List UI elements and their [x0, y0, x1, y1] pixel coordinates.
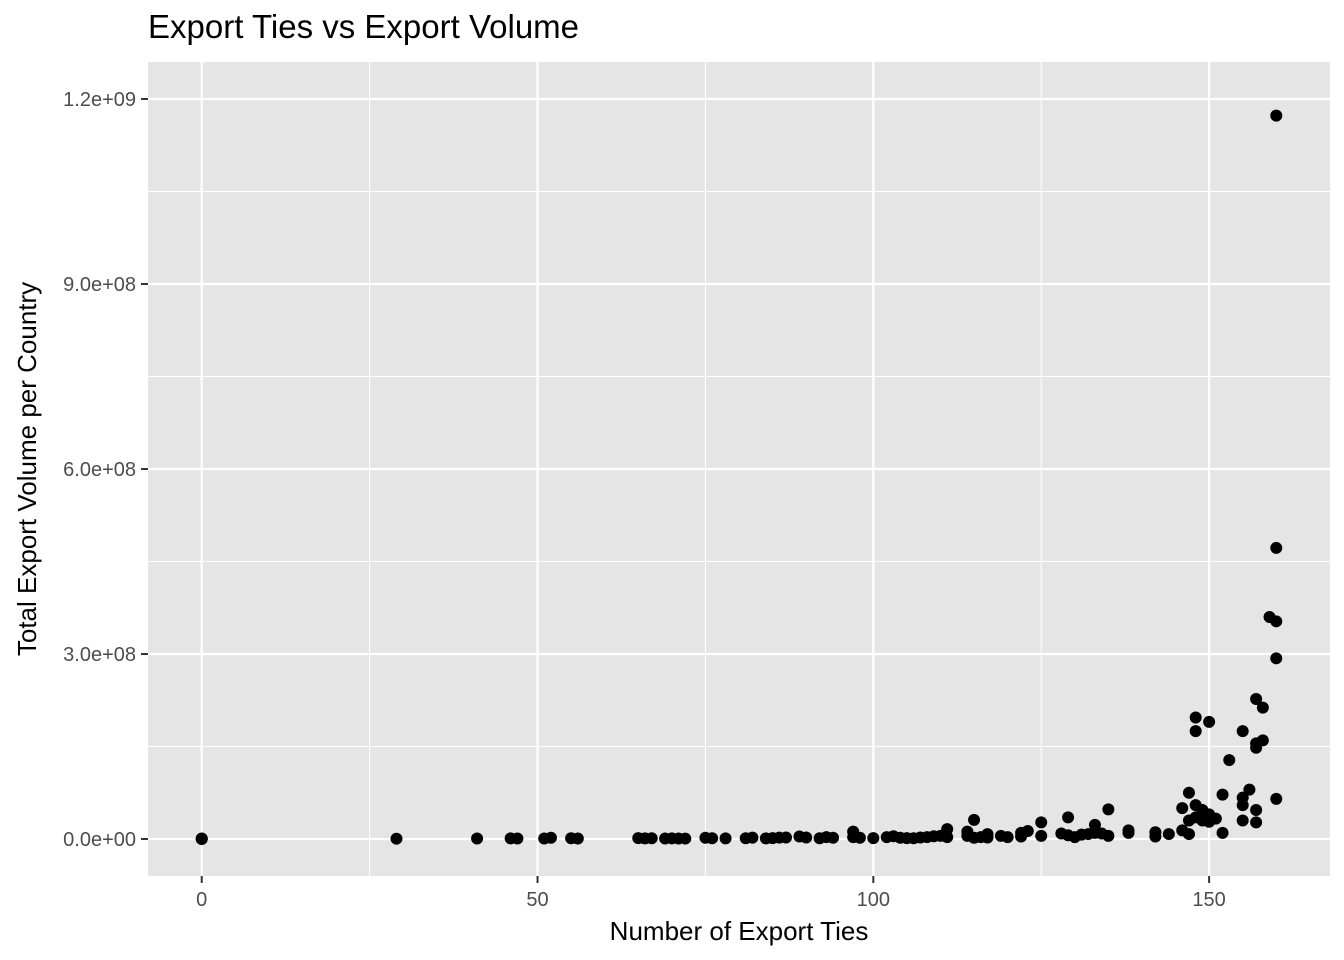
data-point: [390, 832, 403, 845]
data-points: [195, 109, 1283, 845]
x-tick-label: 150: [1192, 889, 1225, 911]
data-point: [679, 832, 692, 845]
data-point: [1182, 786, 1195, 799]
data-point: [511, 832, 524, 845]
data-point: [981, 831, 994, 844]
data-point: [471, 832, 484, 845]
data-point: [1270, 109, 1283, 122]
data-point: [853, 831, 866, 844]
data-point: [800, 831, 813, 844]
data-point: [1021, 824, 1034, 837]
data-point: [1256, 701, 1269, 714]
x-tick-label: 100: [857, 889, 890, 911]
data-point: [1250, 693, 1263, 706]
data-point: [1035, 829, 1048, 842]
x-axis-title: Number of Export Ties: [610, 916, 869, 946]
data-point: [1189, 725, 1202, 738]
data-point: [195, 832, 208, 845]
data-point: [1250, 816, 1263, 829]
data-point: [706, 832, 719, 845]
data-point: [1149, 830, 1162, 843]
y-tick-label: 1.2e+09: [63, 89, 136, 111]
data-point: [1189, 711, 1202, 724]
data-point: [1236, 799, 1249, 812]
data-point: [1236, 814, 1249, 827]
data-point: [1270, 541, 1283, 554]
data-point: [645, 832, 658, 845]
data-point: [827, 831, 840, 844]
data-point: [1162, 828, 1175, 841]
data-point: [1209, 812, 1222, 825]
major-gridlines: [148, 62, 1330, 876]
data-point: [867, 832, 880, 845]
data-point: [1035, 816, 1048, 829]
data-point: [571, 832, 584, 845]
y-tick-label: 9.0e+08: [63, 274, 136, 296]
data-point: [1176, 802, 1189, 815]
y-tick-label: 6.0e+08: [63, 459, 136, 481]
data-point: [1216, 788, 1229, 801]
y-axis: 0.0e+00 3.0e+08 6.0e+08 9.0e+08 1.2e+09: [63, 89, 148, 851]
data-point: [1182, 828, 1195, 841]
data-point: [1250, 804, 1263, 817]
x-tick-label: 0: [196, 889, 207, 911]
x-axis: 0 50 100 150: [196, 876, 1226, 911]
data-point: [1270, 615, 1283, 628]
data-point: [746, 831, 759, 844]
data-point: [1102, 803, 1115, 816]
data-point: [1236, 725, 1249, 738]
data-point: [1270, 652, 1283, 665]
y-tick-label: 3.0e+08: [63, 644, 136, 666]
y-axis-title: Total Export Volume per Country: [12, 282, 42, 656]
y-tick-label: 0.0e+00: [63, 829, 136, 851]
chart-title: Export Ties vs Export Volume: [148, 8, 580, 45]
data-point: [1001, 831, 1014, 844]
data-point: [1216, 826, 1229, 839]
x-tick-label: 50: [526, 889, 548, 911]
data-point: [1122, 826, 1135, 839]
data-point: [968, 813, 981, 826]
data-point: [1102, 829, 1115, 842]
data-point: [544, 831, 557, 844]
data-point: [1243, 783, 1256, 796]
data-point: [1256, 734, 1269, 747]
data-point: [719, 832, 732, 845]
data-point: [780, 831, 793, 844]
data-point: [1270, 792, 1283, 805]
data-point: [1062, 811, 1075, 824]
data-point: [1223, 754, 1236, 767]
data-point: [1203, 715, 1216, 728]
data-point: [941, 831, 954, 844]
